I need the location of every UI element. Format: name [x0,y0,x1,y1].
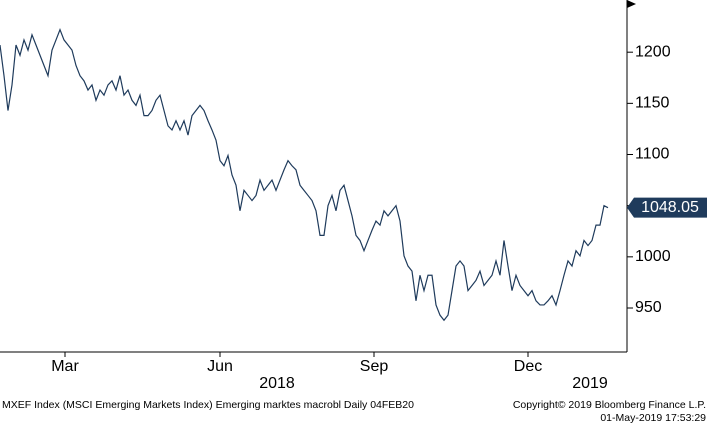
footer-copyright: Copyright© 2019 Bloomberg Finance L.P. [513,399,706,411]
last-value-box [627,197,707,218]
last-value-label: 1048.05 [641,199,699,216]
x-tick-label: Dec [514,358,542,375]
y-tick-label: 1150 [635,95,670,112]
year-label: 2019 [572,375,608,392]
y-tick-label: 1000 [635,248,671,265]
footer-timestamp: 01-May-2019 17:53:29 [600,412,706,424]
axis-arrow [627,0,636,8]
x-tick-label: Jun [207,358,233,375]
x-tick-label: Sep [360,358,389,375]
year-label: 2018 [259,375,295,392]
x-tick-label: Mar [51,358,79,375]
y-tick-label: 950 [635,299,662,316]
footer-left: MXEF Index (MSCI Emerging Markets Index)… [2,399,414,411]
y-tick-label: 1100 [635,146,670,163]
y-tick-label: 1200 [635,43,671,60]
price-line [0,28,609,322]
